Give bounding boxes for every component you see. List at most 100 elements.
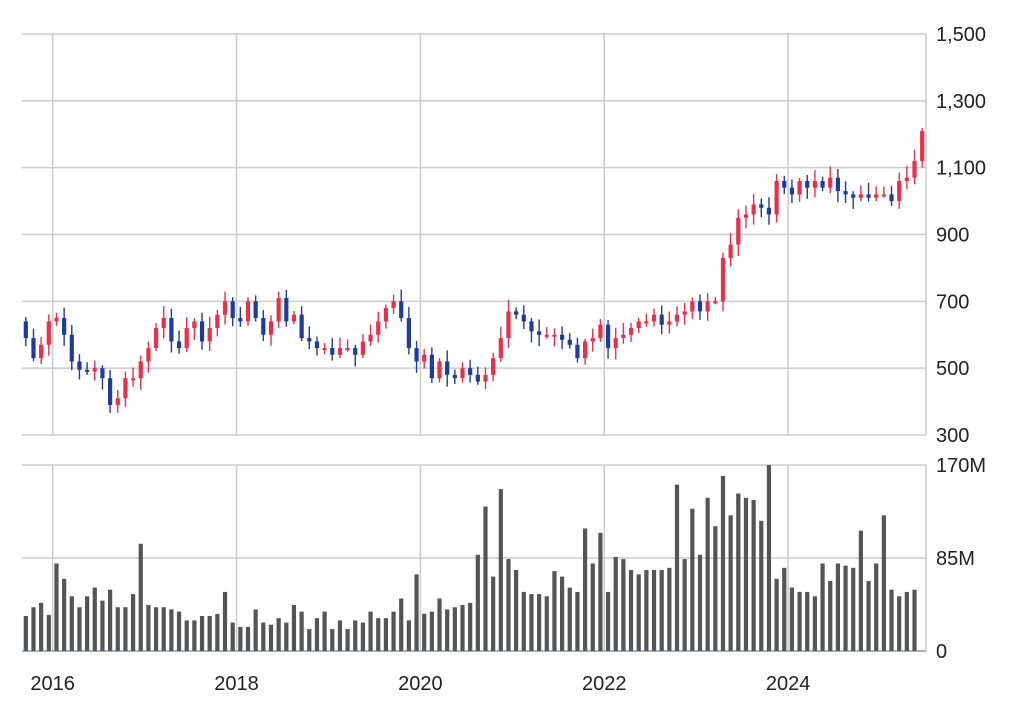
candle-body xyxy=(713,301,718,304)
candle-body xyxy=(766,207,772,215)
candle-body xyxy=(276,297,281,322)
volume-bar xyxy=(690,508,695,651)
candle-body xyxy=(636,321,641,329)
candle-body xyxy=(169,318,174,342)
candle-body xyxy=(54,318,59,322)
candle-body xyxy=(245,301,251,322)
volume-bar xyxy=(468,602,473,651)
volume-bar xyxy=(498,489,503,651)
volume-bar xyxy=(23,615,28,651)
volume-bar xyxy=(705,497,710,651)
volume-bar xyxy=(153,607,159,651)
candle-body xyxy=(697,301,703,312)
volume-bar xyxy=(422,613,427,651)
candle-body xyxy=(46,321,51,345)
candle-body xyxy=(835,177,841,192)
volume-bar xyxy=(31,607,36,651)
candle-body xyxy=(851,194,856,198)
volume-bar xyxy=(238,626,243,651)
candle-body xyxy=(429,354,434,379)
candle-body xyxy=(422,354,427,362)
volume-bar xyxy=(881,515,886,651)
volume-bar xyxy=(314,618,320,651)
candle-body xyxy=(828,177,833,188)
candle-body xyxy=(299,314,304,339)
candle-body xyxy=(812,181,818,188)
candle-body xyxy=(506,311,511,339)
volume-bar xyxy=(797,591,802,651)
candle-body xyxy=(567,339,572,345)
candle-body xyxy=(123,378,128,399)
candle-body xyxy=(498,338,503,359)
candle-body xyxy=(782,181,787,188)
volume-bar xyxy=(452,607,457,651)
volume-bar xyxy=(291,605,297,651)
volume-bar xyxy=(284,622,289,651)
volume-bar xyxy=(843,565,848,651)
volume-bar xyxy=(590,563,595,651)
volume-bar xyxy=(322,611,327,651)
volume-bar xyxy=(192,620,197,651)
price-y-tick-label: 500 xyxy=(936,358,969,380)
candle-body xyxy=(552,334,557,337)
volume-bar xyxy=(506,559,511,651)
volume-bar xyxy=(245,626,251,651)
candle-body xyxy=(184,328,189,349)
price-y-tick-label: 1,100 xyxy=(936,158,986,180)
volume-bar xyxy=(491,576,496,651)
candle-body xyxy=(153,328,159,349)
price-y-tick-label: 1,500 xyxy=(936,24,986,46)
candle-body xyxy=(161,318,166,329)
volume-bar xyxy=(345,629,350,651)
volume-bar xyxy=(728,515,733,651)
x-tick-label: 2024 xyxy=(766,673,811,695)
candle-body xyxy=(820,181,825,188)
candle-body xyxy=(92,368,97,372)
volume-bar xyxy=(544,596,549,651)
volume-bar xyxy=(697,554,703,651)
volume-bar xyxy=(766,465,772,651)
candle-body xyxy=(605,324,611,349)
volume-bar xyxy=(759,520,764,651)
candle-body xyxy=(858,194,863,198)
volume-bar xyxy=(414,574,419,651)
candle-body xyxy=(705,301,710,312)
volume-bar xyxy=(835,563,841,651)
candle-body xyxy=(559,334,565,340)
candle-body xyxy=(529,321,534,332)
volume-bar xyxy=(92,587,97,651)
candle-body xyxy=(468,368,473,375)
candle-body xyxy=(789,187,795,195)
x-tick-label: 2020 xyxy=(398,673,443,695)
volume-bar xyxy=(138,543,143,651)
candle-body xyxy=(575,344,580,359)
candle-body xyxy=(674,314,680,322)
volume-bar xyxy=(268,624,274,651)
volume-bar xyxy=(115,607,120,651)
candle-body xyxy=(23,321,28,339)
candle-body xyxy=(544,334,549,337)
volume-bar xyxy=(123,607,128,651)
volume-bar xyxy=(445,609,450,651)
price-y-tick-label: 300 xyxy=(936,425,969,447)
candle-body xyxy=(452,374,457,379)
volume-bar xyxy=(483,506,488,651)
candle-body xyxy=(77,361,82,370)
candle-body xyxy=(39,344,44,359)
candle-body xyxy=(414,348,419,362)
volume-bar xyxy=(521,591,526,651)
candle-body xyxy=(537,331,542,335)
candle-body xyxy=(797,181,802,195)
candle-body xyxy=(874,194,879,198)
volume-bar xyxy=(475,554,480,651)
volume-bar xyxy=(774,578,779,651)
candle-body xyxy=(284,297,289,322)
volume-bar xyxy=(437,598,442,651)
volume-bar xyxy=(628,570,634,651)
volume-bar xyxy=(77,607,82,651)
volume-bar xyxy=(276,618,281,651)
candle-body xyxy=(736,217,741,245)
volume-bar xyxy=(199,615,205,651)
